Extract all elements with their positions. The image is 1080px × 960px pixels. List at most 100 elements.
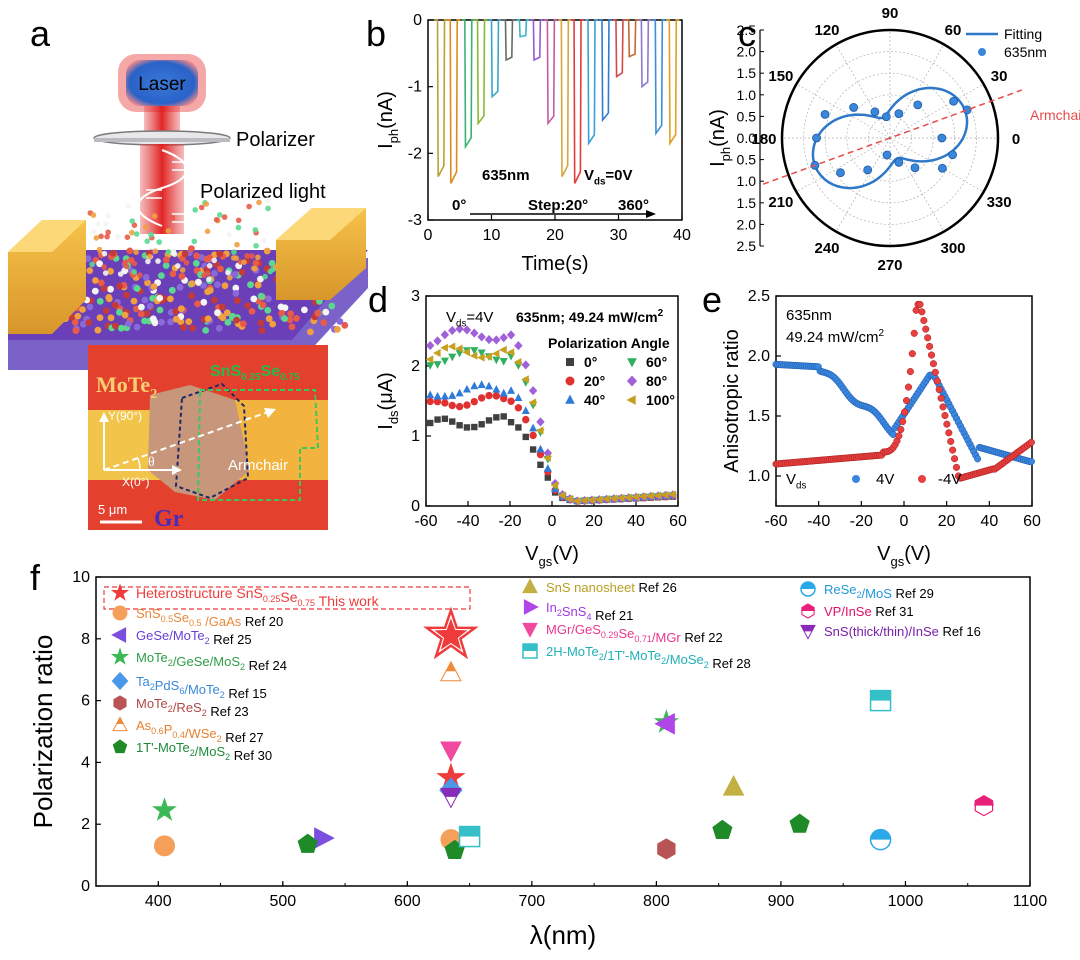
ids-point-shape <box>440 357 449 366</box>
legend-marker <box>565 376 575 386</box>
ids-point <box>514 341 523 351</box>
atom <box>181 250 189 258</box>
atom <box>84 255 92 263</box>
y-axis-title: Ids(μA) <box>375 372 401 429</box>
ids-point <box>455 344 463 353</box>
ids-point-shape <box>499 358 508 366</box>
atom <box>262 273 268 280</box>
legend-marker-L1-shape <box>112 605 128 621</box>
legend-marker-L1 <box>112 605 128 621</box>
ids-point-shape <box>462 384 471 393</box>
atom <box>215 324 223 332</box>
ids-point <box>521 360 530 370</box>
atom <box>253 243 259 249</box>
ids-point <box>499 345 507 354</box>
electrode-left-top <box>8 220 86 252</box>
ids-point-shape <box>587 496 595 505</box>
ids-point <box>536 417 545 427</box>
polar-grid-spoke <box>796 83 891 139</box>
armchair-axis <box>762 89 1023 185</box>
ids-point-shape <box>522 415 530 424</box>
ids-point <box>616 493 625 503</box>
photocurrent-pulse <box>488 19 502 99</box>
ids-point <box>425 355 434 364</box>
ratio-point-neg4v <box>924 334 932 342</box>
legend-label-L12: ReSe2/MoS Ref 29 <box>824 582 934 601</box>
ids-point <box>500 413 507 420</box>
atom <box>189 324 197 332</box>
atom <box>251 265 257 272</box>
ids-point <box>587 496 595 505</box>
ids-point <box>528 386 538 396</box>
atom <box>131 222 138 228</box>
y-tick-label: -2 <box>408 145 422 162</box>
data-marker-L9-shape <box>654 712 675 735</box>
atom <box>244 253 250 259</box>
ids-point-shape <box>470 347 479 355</box>
ids-point <box>522 433 529 441</box>
y-tick-label: 1.5 <box>748 408 770 425</box>
ids-point <box>449 418 456 425</box>
atom <box>131 260 138 267</box>
atom <box>96 314 104 321</box>
ids-point-shape <box>507 397 515 405</box>
ids-point <box>462 384 471 393</box>
x-arrow-head <box>172 465 182 475</box>
atom <box>138 303 145 311</box>
y-tick-label: 0 <box>411 498 420 515</box>
y-tick-label: 10 <box>72 569 90 586</box>
y-tick-label: 2 <box>81 816 90 833</box>
ids-point <box>478 421 485 428</box>
condition-annotation: 635nm; 49.24 mW/cm2 <box>516 308 664 325</box>
ids-point-shape <box>515 424 522 431</box>
legend-label: 80° <box>646 373 667 389</box>
atom <box>117 271 124 277</box>
ids-point <box>513 357 522 367</box>
ids-point <box>440 330 450 340</box>
ids-point <box>426 397 434 406</box>
legend-label-L1: SnS0.5Se0.5 /GaAs Ref 20 <box>136 606 283 629</box>
atom <box>169 215 176 221</box>
atom <box>74 312 82 320</box>
chart-f: 400 500 600 700 800 900 1000 1100 0 2 4 6 8 10 Heteros… <box>28 569 1047 950</box>
ids-point <box>469 351 478 360</box>
atom <box>102 270 109 276</box>
ids-point <box>470 328 479 338</box>
ids-point <box>433 361 442 369</box>
polar-outer-ring <box>780 28 1000 248</box>
photocurrent-pulse <box>544 19 558 126</box>
data-marker-L5-shape <box>657 838 676 860</box>
atom <box>221 214 228 220</box>
y-tick-label: 0 <box>413 12 422 29</box>
atom <box>320 319 328 326</box>
photocurrent-pulse <box>474 19 488 126</box>
x-tick-label: -40 <box>807 513 830 530</box>
legend-marker-shape <box>626 395 636 405</box>
radial-tick-label: 2.0 <box>737 216 757 232</box>
ids-point <box>660 490 669 499</box>
ratio-point-neg4v <box>899 418 907 426</box>
ids-point <box>522 415 530 424</box>
atom <box>123 291 130 299</box>
atom <box>211 257 217 264</box>
x-tick-label: -40 <box>456 513 479 530</box>
atom <box>278 309 286 317</box>
ids-point-shape <box>441 415 449 422</box>
y-arrow-head <box>99 412 109 422</box>
ratio-point-neg4v <box>945 429 953 437</box>
armchair-arrow-head <box>264 408 276 418</box>
ids-point-shape <box>426 390 435 399</box>
legend-label-neg4v: -4V <box>938 471 961 488</box>
ids-point-shape <box>535 426 544 435</box>
ids-point-shape <box>455 402 464 411</box>
legend-marker-neg4v <box>918 475 926 483</box>
atom <box>214 309 221 317</box>
atom <box>265 315 273 323</box>
legend-marker-L9 <box>523 599 539 615</box>
atom <box>263 247 271 255</box>
data-point <box>812 133 821 143</box>
x-tick-label: 20 <box>585 513 603 530</box>
ids-point-shape <box>484 352 493 361</box>
atom <box>248 308 256 315</box>
